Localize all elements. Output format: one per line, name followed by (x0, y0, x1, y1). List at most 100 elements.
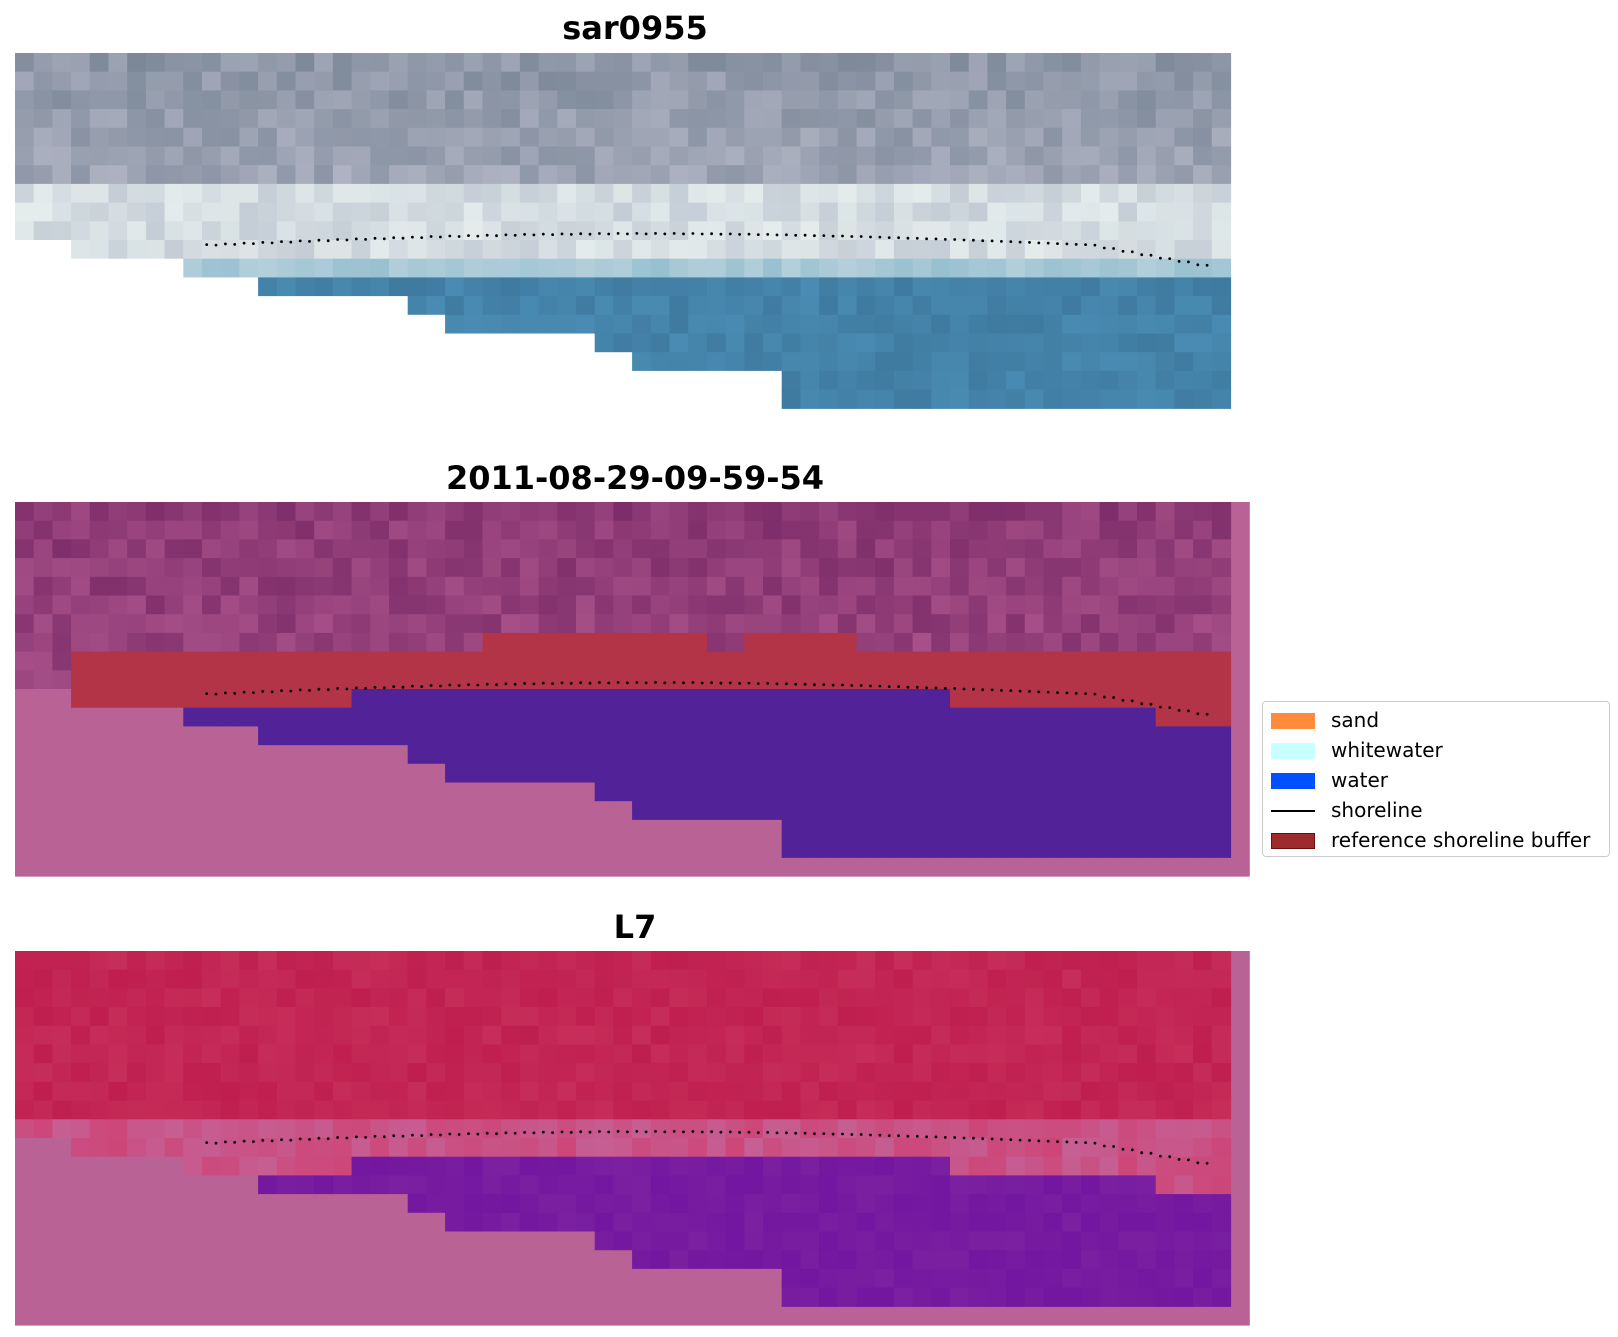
pixel (183, 651, 203, 671)
pixel (632, 1194, 652, 1214)
pixel (613, 127, 633, 148)
pixel (856, 969, 876, 989)
pixel (1062, 1081, 1082, 1102)
pixel (1043, 801, 1063, 821)
pixel (688, 539, 708, 559)
pixel (183, 1156, 203, 1176)
pixel (800, 745, 820, 765)
shoreline-point (607, 232, 611, 236)
pixel (183, 71, 203, 91)
pixel (594, 258, 614, 278)
nodata-cell (482, 1250, 502, 1270)
pixel (389, 502, 409, 522)
pixel (706, 333, 727, 353)
pixel (669, 1044, 689, 1064)
pixel (1174, 202, 1194, 222)
pixel (1155, 1212, 1175, 1233)
pixel (1155, 183, 1175, 204)
pixel (856, 109, 876, 129)
nodata-cell (445, 819, 465, 840)
nodata-cell (501, 801, 521, 821)
pixel (1174, 1119, 1194, 1139)
pixel (856, 838, 876, 858)
pixel (220, 71, 240, 91)
pixel (89, 670, 110, 690)
pixel (837, 127, 858, 148)
pixel (912, 502, 932, 522)
pixel (202, 595, 222, 615)
nodata-cell (89, 1212, 110, 1233)
pixel (71, 221, 91, 241)
pixel (987, 1156, 1007, 1176)
pixel (445, 520, 465, 540)
pixel (407, 595, 427, 615)
shoreline-point (560, 681, 564, 685)
legend-item-shoreline: shoreline (1263, 795, 1609, 825)
shoreline-point (710, 1130, 713, 1134)
pixel (893, 165, 914, 185)
nodata-cell (519, 333, 540, 353)
nodata-cell (332, 819, 353, 840)
nodata-cell (276, 801, 297, 821)
pixel (912, 763, 932, 784)
pixel (875, 651, 895, 671)
pixel (89, 502, 110, 522)
pixel (332, 576, 353, 597)
pixel (893, 296, 914, 316)
pixel (258, 1025, 278, 1046)
nodata-cell (332, 745, 353, 765)
pixel (968, 689, 988, 709)
whitewater-swatch (1271, 743, 1315, 759)
pixel (445, 1212, 465, 1233)
pixel (1211, 1250, 1232, 1270)
pixel (613, 595, 633, 615)
pixel (1099, 726, 1119, 746)
pixel (837, 614, 858, 634)
pixel (632, 53, 652, 73)
shoreline-point (1102, 1144, 1106, 1148)
pixel (781, 726, 801, 746)
pixel (576, 614, 596, 634)
nodata-cell (33, 782, 53, 802)
pixel (295, 670, 315, 690)
nodata-cell (33, 801, 53, 821)
shoreline-point (943, 687, 947, 690)
nodata-cell (482, 1231, 502, 1251)
pixel (1024, 1007, 1045, 1027)
pixel (987, 370, 1007, 391)
pixel (1099, 1044, 1119, 1064)
pixel (725, 1007, 745, 1027)
nodata-cell (744, 1287, 764, 1307)
pixel (1099, 1100, 1119, 1120)
pixel (763, 1007, 783, 1027)
pixel (594, 632, 614, 653)
pixel (519, 576, 540, 597)
pixel (725, 969, 745, 989)
pixel (351, 558, 371, 578)
nodata-cell (258, 296, 278, 316)
pixel (332, 90, 353, 110)
nodata-cell (52, 314, 72, 335)
shoreline-point (775, 233, 779, 237)
nodata-cell (389, 352, 409, 372)
pixel (1137, 352, 1157, 372)
pixel (239, 1138, 259, 1158)
pixel (1174, 838, 1194, 858)
pixel (912, 1231, 932, 1251)
nodata-cell (351, 801, 371, 821)
pixel (501, 632, 521, 653)
pixel (164, 146, 184, 166)
pixel (893, 1100, 914, 1120)
pixel (1118, 558, 1138, 578)
nodata-cell (332, 801, 353, 821)
pixel (1155, 689, 1175, 709)
pixel (912, 1081, 932, 1102)
pixel (445, 558, 465, 578)
nodata-cell (33, 819, 53, 840)
nodata-cell (52, 763, 72, 784)
nodata-cell (370, 1194, 390, 1214)
pixel (688, 1063, 708, 1083)
shoreline-point (1159, 705, 1162, 709)
pixel (482, 1100, 502, 1120)
